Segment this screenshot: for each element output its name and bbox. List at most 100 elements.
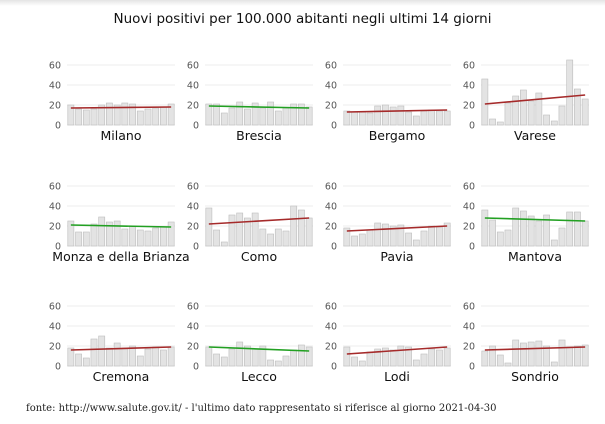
bar [397,224,405,247]
bar [489,345,496,367]
bar [566,211,574,247]
bar [343,346,351,367]
bar [527,100,535,126]
bar [358,360,366,367]
panel-como: 0 20 40 60 Como [187,182,313,264]
bar [481,209,489,247]
bar [144,348,152,367]
bar [259,107,267,126]
bar [282,230,290,247]
bar [496,354,504,367]
y-tick-label: 20 [325,101,337,112]
bar [504,229,512,247]
bar [282,355,290,367]
bar [98,335,106,367]
bar [389,349,397,367]
bar [481,78,489,126]
bar [282,107,290,126]
bar [436,349,443,367]
bar [527,215,535,247]
bar [67,220,75,247]
y-tick-label: 0 [469,242,475,253]
bar [496,121,504,126]
bar [259,345,267,367]
y-tick-label: 60 [325,302,337,313]
bar [543,345,550,367]
bar [443,222,451,247]
y-tick-label: 0 [193,121,199,132]
y-tick-label: 0 [193,362,199,373]
trend-line [346,109,448,113]
bar [436,110,443,126]
bar [443,110,451,126]
bar [305,217,313,247]
bar [213,229,220,247]
y-tick-label: 0 [193,242,199,253]
y-tick-label: 20 [49,222,61,233]
bar [558,339,566,367]
y-tick-label: 60 [463,61,475,72]
bar [129,345,136,367]
panel-sondrio: 0 20 40 60 Sondrio [463,302,589,384]
bar [343,227,351,247]
bar [290,205,298,247]
bar [213,103,220,126]
bar [574,88,581,126]
bar [443,347,451,367]
panel-title: Como [241,249,277,264]
y-tick-label: 0 [55,121,61,132]
bar [405,346,412,367]
bar [228,348,236,367]
bar [366,351,374,367]
panel-lodi: 0 20 40 60 Lodi [325,302,451,384]
bar [504,362,512,367]
y-tick-label: 20 [463,101,475,112]
bar [550,361,558,367]
y-tick-label: 20 [463,342,475,353]
bar [236,341,244,367]
panel-title: Brescia [236,128,282,143]
bar [581,98,589,126]
bar [167,103,175,126]
bar [343,110,351,126]
bar [90,223,98,247]
bar [550,120,558,126]
trend-line [208,105,310,109]
panel-title: Lecco [241,369,277,384]
bar [113,104,121,126]
bar [228,214,236,247]
bar [75,108,82,126]
y-tick-label: 60 [187,182,199,193]
y-tick-label: 40 [49,81,61,92]
bar [420,110,428,126]
bar [274,360,282,367]
bar [405,111,412,126]
bar [90,108,98,126]
bar [205,207,213,247]
bar [236,101,244,126]
bar [236,212,244,247]
y-tick-label: 20 [49,101,61,112]
bar [535,340,543,367]
y-tick-label: 20 [463,222,475,233]
bar [382,347,389,367]
bar [420,230,428,247]
bar [152,107,160,126]
bar [382,223,389,247]
bar [144,108,152,126]
bar [167,346,175,367]
y-tick-label: 20 [187,101,199,112]
bar [581,220,589,247]
y-tick-label: 40 [187,81,199,92]
panel-bergamo: 0 20 40 60 Bergamo [325,61,451,143]
bar [574,345,581,367]
bar [512,95,520,126]
y-tick-label: 60 [49,302,61,313]
y-tick-label: 40 [463,322,475,333]
y-tick-label: 60 [325,182,337,193]
window-top-strip [0,0,605,6]
panel-title: Lodi [384,369,410,384]
panel-title: Pavia [380,249,413,264]
bar [267,359,274,367]
y-tick-label: 0 [55,242,61,253]
